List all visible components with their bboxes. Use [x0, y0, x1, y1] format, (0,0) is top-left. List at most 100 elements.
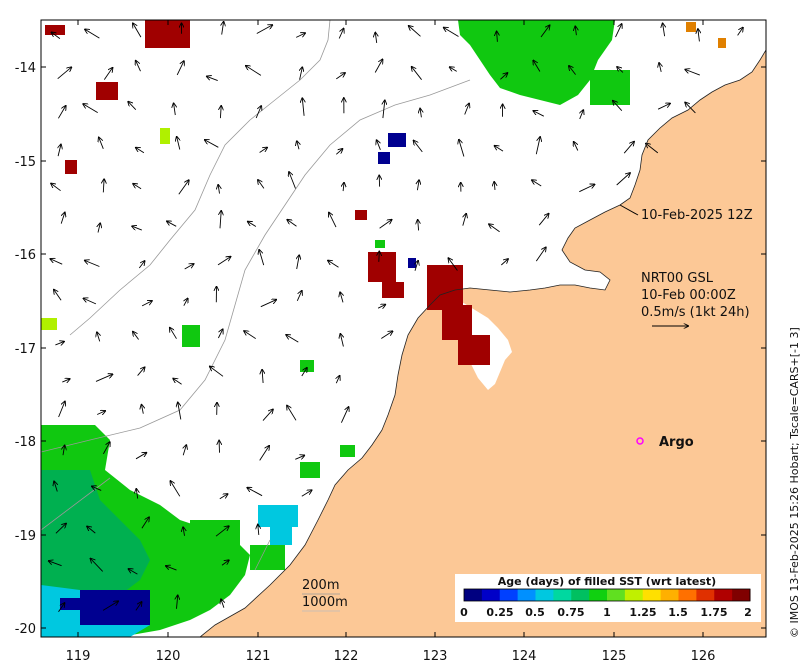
colorbar-title: Age (days) of filled SST (wrt latest) — [498, 575, 716, 588]
current-vector — [459, 140, 465, 157]
current-vector — [141, 517, 149, 529]
current-vector — [328, 261, 339, 268]
current-vector — [95, 374, 112, 382]
current-vector — [259, 446, 269, 461]
colorbar-swatch — [481, 589, 501, 601]
new-sst-patches — [60, 133, 416, 625]
colorbar-swatch — [589, 589, 608, 601]
current-vector — [579, 185, 594, 193]
colorbar-tick: 2 — [744, 606, 752, 619]
current-vector — [617, 67, 624, 73]
current-vector — [287, 220, 297, 227]
current-vector — [210, 367, 224, 377]
current-vector — [580, 110, 584, 120]
colorbar-tick: 1 — [603, 606, 611, 619]
colorbar-swatch — [571, 589, 590, 601]
current-vector — [218, 185, 219, 194]
current-vector — [615, 24, 622, 38]
current-vector — [412, 67, 422, 80]
current-vector — [297, 141, 299, 150]
current-vector — [133, 332, 139, 340]
current-vector — [220, 211, 221, 229]
current-vector — [63, 446, 65, 456]
current-vector — [129, 569, 138, 575]
lon-tick: 125 — [602, 649, 627, 664]
current-vector — [287, 406, 297, 421]
current-vector — [301, 490, 312, 497]
current-vector — [55, 524, 66, 534]
current-vector — [178, 403, 181, 420]
current-vector — [340, 407, 348, 423]
current-vector — [138, 261, 144, 269]
current-vector — [52, 32, 61, 39]
current-vector — [301, 368, 307, 377]
current-vector — [137, 367, 145, 376]
current-vector — [444, 28, 459, 37]
current-vectors — [49, 22, 743, 613]
current-vector — [167, 221, 177, 227]
current-vector — [85, 261, 100, 267]
current-vector — [244, 331, 256, 339]
isobath-1000-label: 1000m — [302, 595, 348, 610]
current-vector — [302, 98, 304, 116]
current-vector — [219, 494, 228, 500]
current-vector — [103, 442, 109, 455]
current-vector — [177, 137, 180, 150]
y-axis — [41, 66, 766, 629]
current-vector — [533, 111, 545, 117]
current-vector — [255, 106, 261, 119]
orange-patch — [686, 22, 696, 32]
current-vector — [336, 149, 342, 155]
current-vector — [170, 481, 181, 497]
current-vector — [246, 66, 262, 76]
current-vector — [221, 560, 229, 566]
colorbar-tick: 0 — [460, 606, 468, 619]
current-vector — [659, 63, 661, 73]
current-vector — [613, 101, 623, 112]
colorbar-outline — [463, 588, 751, 602]
current-vector — [414, 141, 423, 153]
current-vector — [374, 59, 382, 73]
current-vector — [375, 33, 376, 43]
current-vector — [540, 25, 550, 38]
current-vector — [91, 559, 104, 572]
current-vector — [142, 405, 144, 414]
current-vector — [259, 148, 268, 153]
colorbar-swatch — [624, 589, 644, 601]
current-vector — [85, 29, 100, 39]
current-vector — [340, 334, 343, 347]
current-vector — [383, 100, 385, 119]
colorbar: Age (days) of filled SST (wrt latest) 0 … — [455, 574, 761, 622]
current-vector — [663, 23, 665, 37]
argo-label: Argo — [659, 435, 694, 450]
isobaths — [41, 20, 471, 571]
current-vector — [136, 489, 137, 499]
argo-float-marker[interactable] — [636, 437, 644, 445]
current-vector — [623, 142, 634, 154]
current-vector — [377, 305, 385, 309]
current-vector — [737, 28, 743, 36]
lon-tick: 121 — [246, 649, 271, 664]
current-vector — [97, 411, 105, 415]
current-vector — [177, 595, 178, 609]
current-vector — [569, 66, 576, 75]
colorbar-swatch — [607, 589, 626, 601]
current-vector — [87, 526, 96, 534]
current-vector — [247, 488, 263, 497]
current-vector — [258, 180, 265, 189]
current-vector — [415, 261, 418, 271]
current-vector — [205, 140, 219, 148]
current-vector — [574, 142, 579, 151]
current-vector — [497, 32, 498, 42]
product-line3: 0.5m/s (1kt 24h) — [641, 305, 750, 320]
colorbar-tick: 1.5 — [668, 606, 688, 619]
product-line1: NRT00 GSL — [641, 271, 714, 286]
current-vector — [51, 184, 61, 192]
colorbar-swatch — [660, 589, 680, 601]
current-vector — [136, 61, 141, 72]
lime-patch — [160, 128, 170, 144]
current-vector — [60, 213, 65, 224]
current-vector — [57, 67, 72, 80]
current-vector — [489, 224, 500, 233]
current-vector — [166, 566, 177, 571]
